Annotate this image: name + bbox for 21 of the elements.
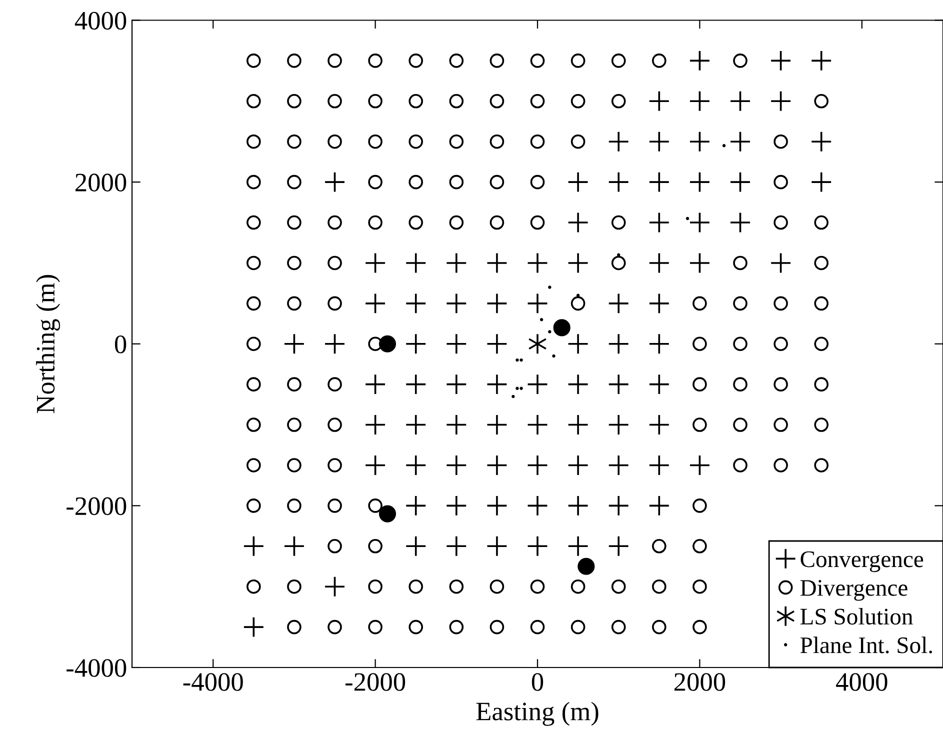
x-tick-label: 0 [532,673,544,691]
point [528,333,547,354]
y-tick-label: 0 [114,335,126,354]
y-tick-label: -2000 [66,497,126,516]
y-tick-label: 4000 [74,12,126,30]
x-tick-label: 4000 [836,673,888,691]
point [553,319,570,336]
x-tick-label: 2000 [674,673,726,691]
x-tick-label: -4000 [183,673,243,691]
x-tick-label: -2000 [346,673,406,691]
legend-label: Divergence [800,580,908,601]
y-tick-label: 2000 [76,174,126,192]
point [578,558,595,575]
y-axis-title: Northing (m) [36,275,60,414]
x-axis-title: Easting (m) [476,702,598,726]
legend-label: Plane Int. Sol. [800,636,932,654]
point [378,505,396,522]
legend-label: Convergence [800,551,924,572]
legend-label: LS Solution [800,608,913,625]
point [378,335,396,352]
y-tick-label: -4000 [66,659,126,677]
